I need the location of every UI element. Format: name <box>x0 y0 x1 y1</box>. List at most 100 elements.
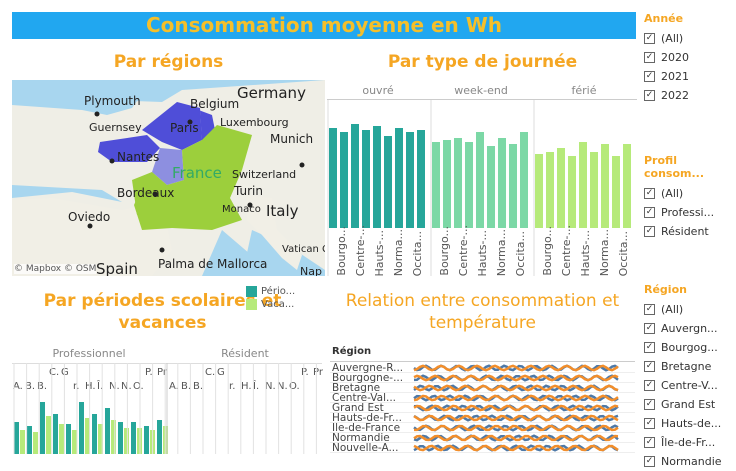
region-option[interactable]: ✓ Hauts-de... <box>644 414 736 433</box>
journee-chart[interactable]: ouvré week-end férié Bourgo... Centre-...… <box>327 80 637 276</box>
region-option[interactable]: ✓ Île-de-Fr... <box>644 433 736 452</box>
map-label: Bordeaux <box>117 186 175 200</box>
checkbox[interactable]: ✓ <box>644 33 655 44</box>
checkbox[interactable]: ✓ <box>644 361 655 372</box>
annee-option[interactable]: ✓ 2021 <box>644 67 736 86</box>
map-label: Paris <box>170 121 199 135</box>
checkbox[interactable]: ✓ <box>644 418 655 429</box>
checkbox[interactable]: ✓ <box>644 226 655 237</box>
checkbox-label: 2022 <box>661 89 689 102</box>
region-option[interactable]: ✓ Centre-V... <box>644 376 736 395</box>
checkbox[interactable]: ✓ <box>644 399 655 410</box>
region-option[interactable]: ✓ (All) <box>644 300 736 319</box>
annee-option[interactable]: ✓ (All) <box>644 29 736 48</box>
bar <box>487 146 495 228</box>
filter-region[interactable]: Région ✓ (All) ✓ Auvergn... ✓ Bourgog... ✓ Bret… <box>644 283 736 471</box>
bar <box>340 132 348 228</box>
checkbox[interactable]: ✓ <box>644 90 655 101</box>
map-label: Monaco <box>222 204 261 215</box>
axis-tick-label: A. <box>13 381 23 392</box>
relation-sparkline <box>413 394 619 402</box>
axis-tick-label: Pr <box>313 367 323 378</box>
profil-option[interactable]: ✓ Professi... <box>644 203 736 222</box>
annee-option[interactable]: ✓ 2022 <box>644 86 736 105</box>
relation-row[interactable]: Île-de-France <box>330 423 635 433</box>
relation-row[interactable]: Bourgogne-... <box>330 373 635 383</box>
checkbox[interactable]: ✓ <box>644 323 655 334</box>
region-option[interactable]: ✓ Bourgog... <box>644 338 736 357</box>
bar <box>27 426 32 454</box>
checkbox-label: (All) <box>661 187 684 200</box>
region-label: Grand Est <box>332 403 384 413</box>
map-label: Spain <box>96 260 138 276</box>
axis-tick-label: N. <box>265 381 276 392</box>
checkbox[interactable]: ✓ <box>644 304 655 315</box>
region-label: Hauts-de-Fr... <box>332 413 402 423</box>
checkbox[interactable]: ✓ <box>644 456 655 467</box>
relation-row[interactable]: Grand Est <box>330 403 635 413</box>
checkbox[interactable]: ✓ <box>644 52 655 63</box>
profil-option[interactable]: ✓ (All) <box>644 184 736 203</box>
axis-tick-label: B. <box>25 381 36 392</box>
bar <box>72 430 77 454</box>
bar <box>443 140 451 228</box>
series-line <box>413 374 619 382</box>
relation-row[interactable]: Auvergne-R... <box>330 363 635 373</box>
legend-swatch <box>246 286 257 297</box>
bar <box>111 420 116 454</box>
bar <box>601 144 609 228</box>
profil-option[interactable]: ✓ Résident <box>644 222 736 241</box>
checkbox[interactable]: ✓ <box>644 380 655 391</box>
checkbox[interactable]: ✓ <box>644 342 655 353</box>
bar <box>623 144 631 228</box>
axis-tick-label: O. <box>289 381 300 392</box>
region-option[interactable]: ✓ Bretagne <box>644 357 736 376</box>
annee-option[interactable]: ✓ 2020 <box>644 48 736 67</box>
axis-tick-label: N. <box>121 381 132 392</box>
region-label: Bourgogne-... <box>332 373 404 383</box>
region-label: Île-de-France <box>332 423 401 433</box>
map-label: Italy <box>266 202 299 220</box>
bar <box>590 152 598 228</box>
relation-sparkline <box>413 364 619 372</box>
relation-row[interactable]: Nouvelle-A... <box>330 443 635 453</box>
axis-tick-label: Norma... <box>392 228 405 276</box>
bar <box>373 126 381 228</box>
checkbox[interactable]: ✓ <box>644 188 655 199</box>
regions-map[interactable]: Plymouth Belgium Germany Luxembourg Guer… <box>12 80 325 276</box>
bar <box>118 422 123 454</box>
relation-sparkline <box>413 434 619 442</box>
filter-annee[interactable]: Année ✓ (All) ✓ 2020 ✓ 2021 ✓ 2022 <box>644 12 736 105</box>
bar <box>417 130 425 228</box>
checkbox[interactable]: ✓ <box>644 437 655 448</box>
filter-title: Profil consom... <box>644 154 705 180</box>
checkbox[interactable]: ✓ <box>644 207 655 218</box>
map-label: Guernsey <box>89 121 142 134</box>
axis-tick-label: Bourgo... <box>438 226 451 276</box>
map-attribution[interactable]: © Mapbox © OSM <box>14 264 97 274</box>
relation-row[interactable]: Normandie <box>330 433 635 443</box>
relation-sparkline <box>413 424 619 432</box>
region-option[interactable]: ✓ Normandie <box>644 452 736 471</box>
region-option[interactable]: ✓ Grand Est <box>644 395 736 414</box>
bar <box>351 124 359 228</box>
bar <box>40 402 45 454</box>
axis-tick-label: Occita... <box>411 230 424 276</box>
relation-chart[interactable]: Région Auvergne-R... Bourgogne-... Bretagn… <box>330 344 635 454</box>
periodes-legend[interactable]: Pério... Vaca... <box>246 285 306 311</box>
dashboard-title: Consommation moyenne en Wh <box>12 12 636 39</box>
checkbox-label: Centre-V... <box>661 379 718 392</box>
relation-row[interactable]: Centre-Val... <box>330 393 635 403</box>
periodes-chart[interactable]: Professionnel Résident A.B.B.C.Gr.H.Î.N.… <box>12 343 323 454</box>
axis-tick-label: r. <box>229 381 236 392</box>
checkbox[interactable]: ✓ <box>644 71 655 82</box>
section-title-journee: Par type de journée <box>387 52 578 72</box>
relation-row[interactable]: Hauts-de-Fr... <box>330 413 635 423</box>
bar <box>465 142 473 228</box>
region-option[interactable]: ✓ Auvergn... <box>644 319 736 338</box>
bar <box>362 130 370 228</box>
axis-tick-label: Centre-... <box>560 224 573 276</box>
filter-profil[interactable]: Profil consom... ✓ (All) ✓ Professi... ✓ Rési… <box>644 154 736 241</box>
relation-row[interactable]: Bretagne <box>330 383 635 393</box>
bar <box>498 138 506 228</box>
